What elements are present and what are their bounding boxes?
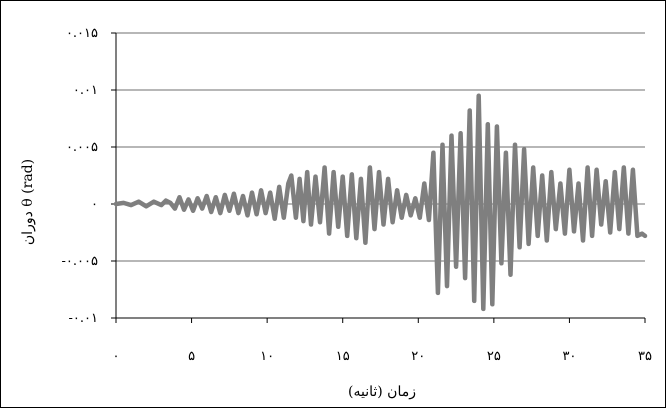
y-axis-title: دوران θ (rad) [20, 159, 36, 245]
x-tick-label: ۳۰ [562, 349, 576, 364]
x-tick-label: ۱۰ [260, 349, 274, 364]
x-tick-label: ۲۵ [487, 349, 501, 364]
x-tick-label: ۳۵ [638, 349, 652, 364]
y-tick-label: ۰.۰۱۵ [66, 26, 98, 41]
series-group [113, 93, 648, 312]
y-tick-label: ۰.۰۱ [73, 83, 98, 98]
y-tick-label: ۰.۰۰۵ [66, 140, 98, 155]
x-tick-label: ۵ [188, 349, 195, 364]
x-tick-label: ۰ [113, 349, 120, 364]
x-tick-labels: ۰ ۵ ۱۰ ۱۵ ۲۰ ۲۵ ۳۰ ۳۵ [113, 349, 652, 364]
series-line [113, 93, 648, 312]
x-tick-label: ۱۵ [336, 349, 350, 364]
x-axis-title: زمان (ثانیه) [348, 384, 416, 400]
y-tick-label: ۰ [91, 197, 98, 212]
axes [111, 32, 646, 323]
y-tick-labels: ۰.۰۱۵ ۰.۰۱ ۰.۰۰۵ ۰ -۰.۰۰۵ -۰.۰۱ [62, 26, 98, 326]
y-tick-label: -۰.۰۱ [69, 311, 98, 326]
x-tick-label: ۲۰ [411, 349, 425, 364]
y-tick-label: -۰.۰۰۵ [62, 254, 98, 269]
gridlines [116, 32, 645, 262]
